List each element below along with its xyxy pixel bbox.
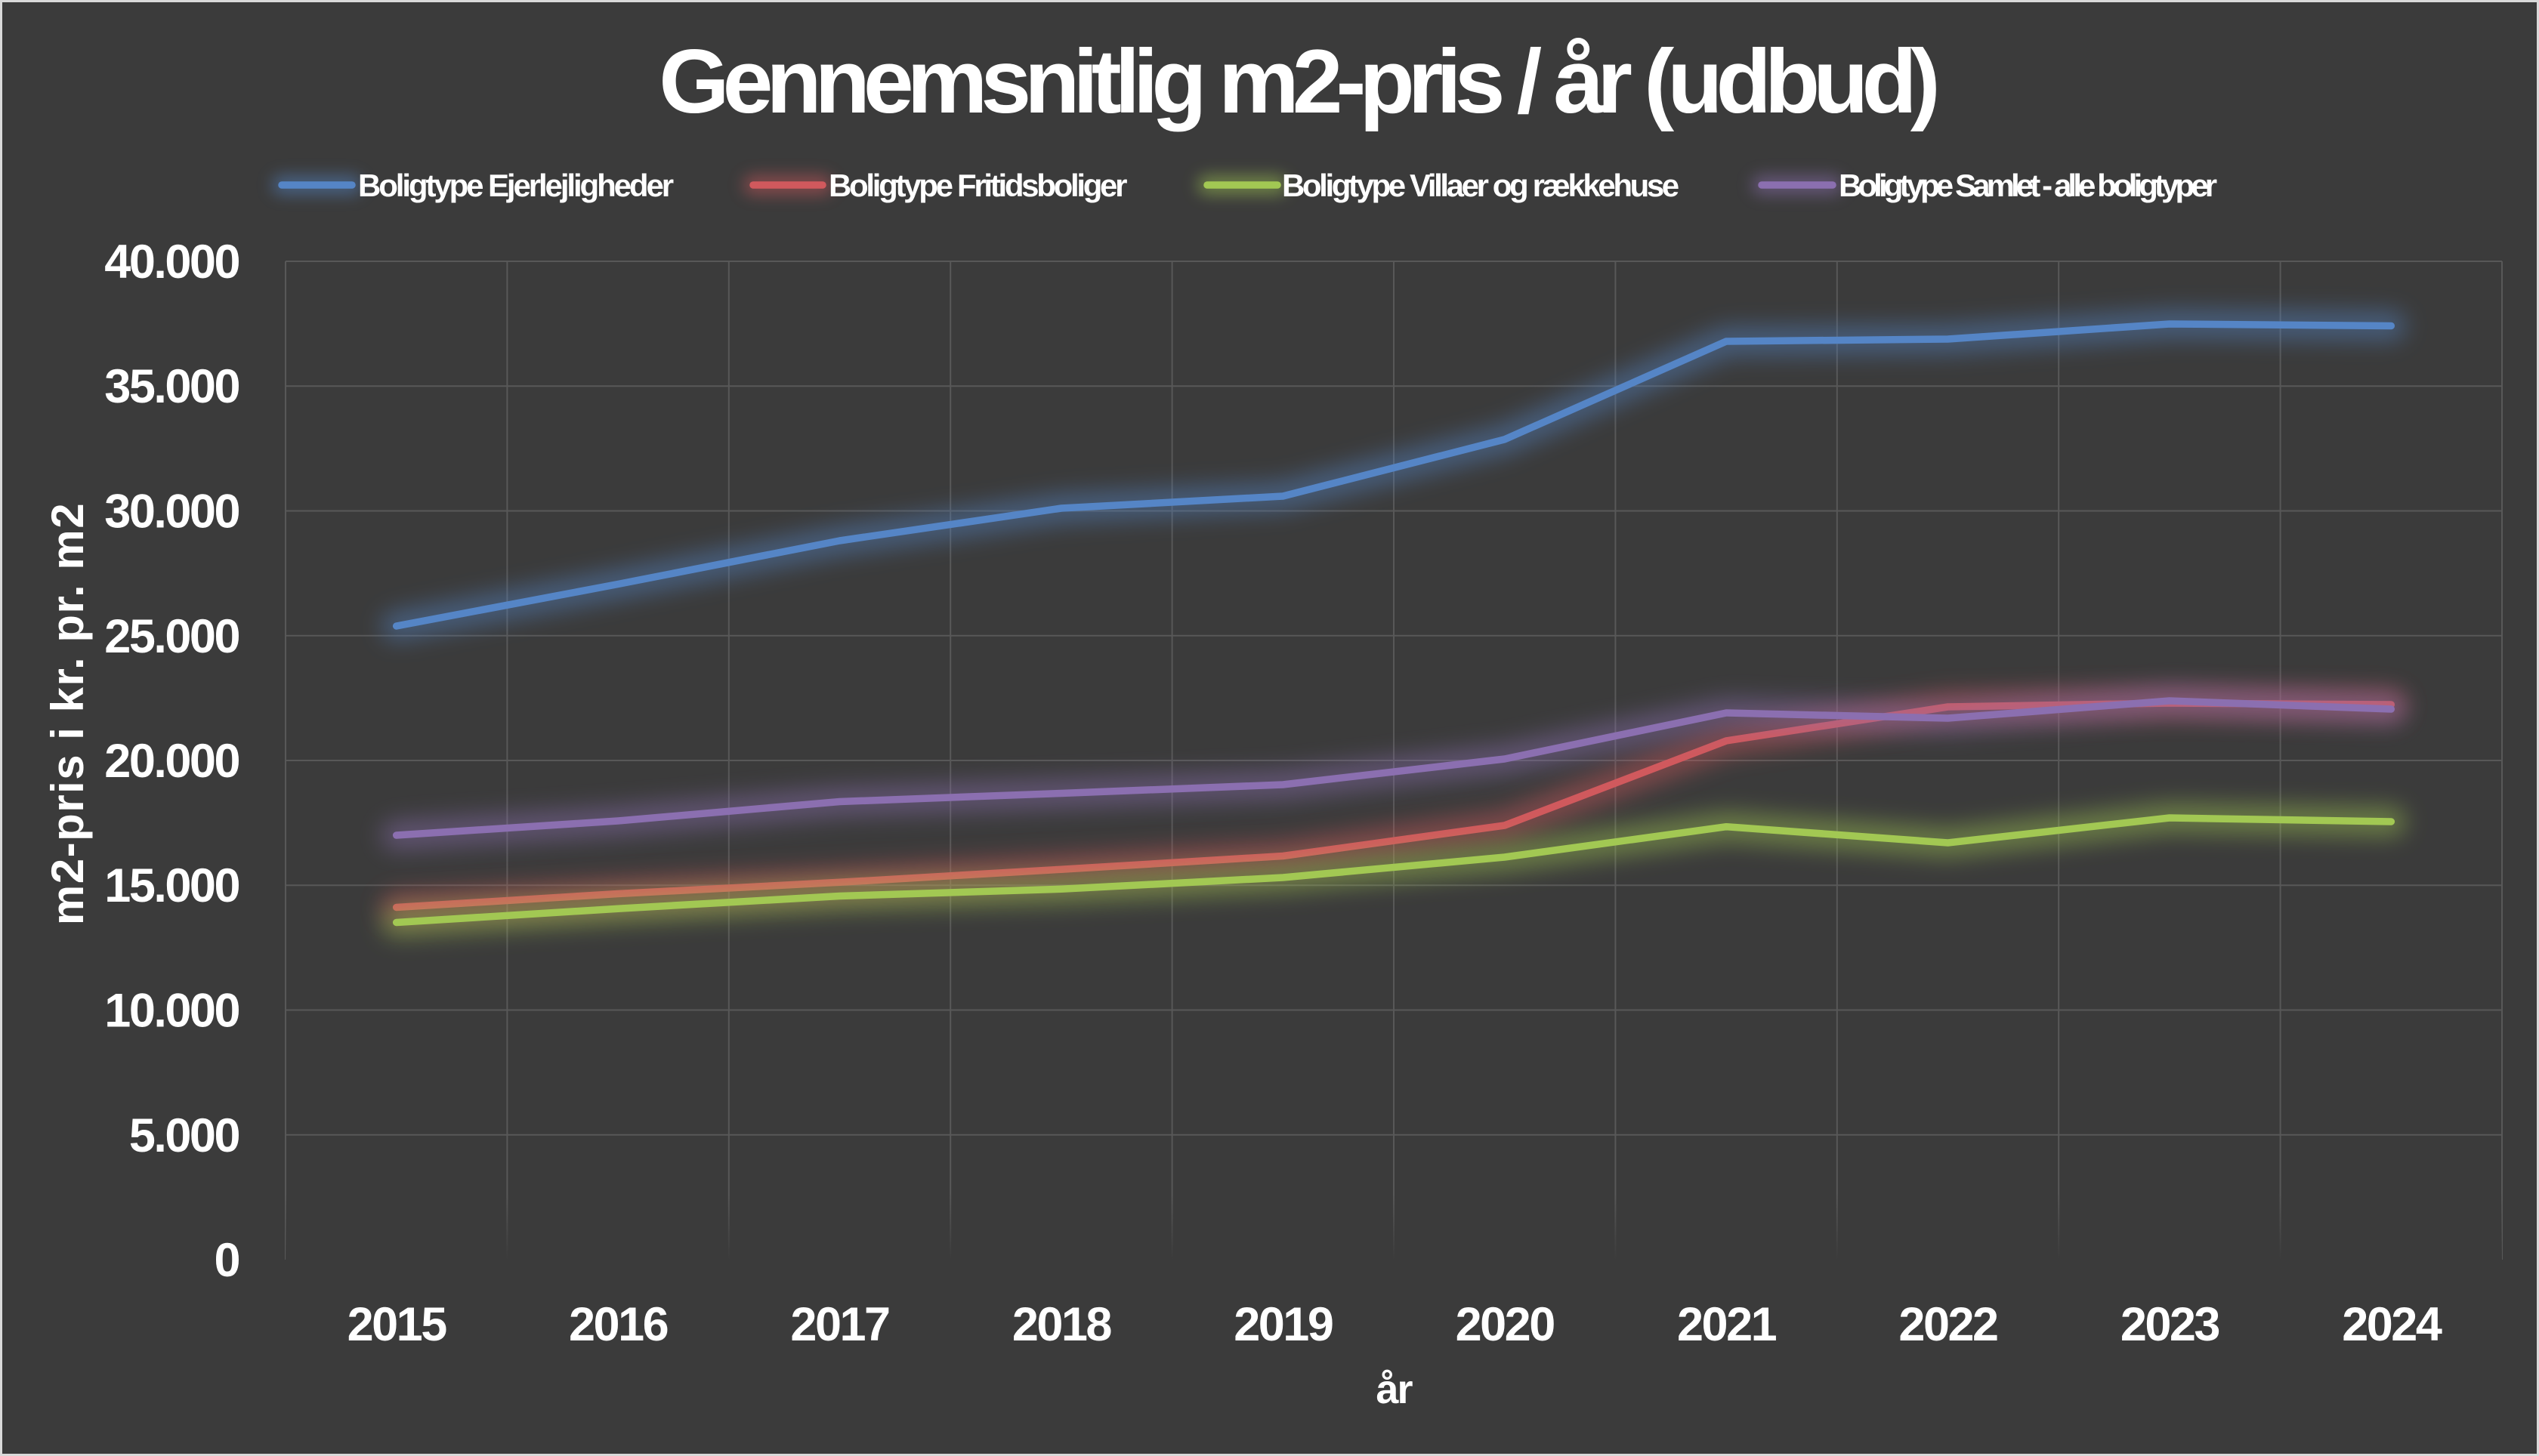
svg-text:2024: 2024 — [2342, 1298, 2442, 1351]
svg-text:Gennemsnitlig m2-pris / år (ud: Gennemsnitlig m2-pris / år (udbud) — [659, 31, 1936, 132]
svg-text:2023: 2023 — [2120, 1298, 2219, 1351]
svg-text:30.000: 30.000 — [104, 486, 239, 538]
svg-text:2021: 2021 — [1677, 1298, 1777, 1351]
svg-text:2022: 2022 — [1898, 1298, 1997, 1351]
svg-text:Boligtype Villaer og rækkehuse: Boligtype Villaer og rækkehuse — [1282, 168, 1679, 203]
svg-text:15.000: 15.000 — [104, 859, 239, 912]
svg-text:2020: 2020 — [1456, 1298, 1555, 1351]
svg-text:35.000: 35.000 — [104, 360, 239, 413]
svg-text:5.000: 5.000 — [129, 1109, 239, 1162]
svg-text:år: år — [1376, 1367, 1413, 1412]
svg-text:Boligtype Fritidsboliger: Boligtype Fritidsboliger — [829, 168, 1127, 203]
svg-text:20.000: 20.000 — [104, 735, 239, 788]
svg-text:0: 0 — [214, 1234, 239, 1287]
svg-text:2016: 2016 — [569, 1298, 668, 1351]
svg-text:40.000: 40.000 — [104, 236, 239, 288]
svg-text:2019: 2019 — [1234, 1298, 1333, 1351]
svg-text:2018: 2018 — [1012, 1298, 1112, 1351]
svg-text:10.000: 10.000 — [104, 985, 239, 1038]
svg-text:2017: 2017 — [790, 1298, 889, 1351]
svg-text:25.000: 25.000 — [104, 610, 239, 663]
svg-text:Boligtype Ejerlejligheder: Boligtype Ejerlejligheder — [358, 168, 674, 203]
svg-text:2015: 2015 — [347, 1298, 447, 1351]
svg-text:Boligtype Samlet - alle boligt: Boligtype Samlet - alle boligtyper — [1839, 168, 2217, 203]
svg-text:m2-pris i kr. pr. m2: m2-pris i kr. pr. m2 — [42, 502, 93, 925]
